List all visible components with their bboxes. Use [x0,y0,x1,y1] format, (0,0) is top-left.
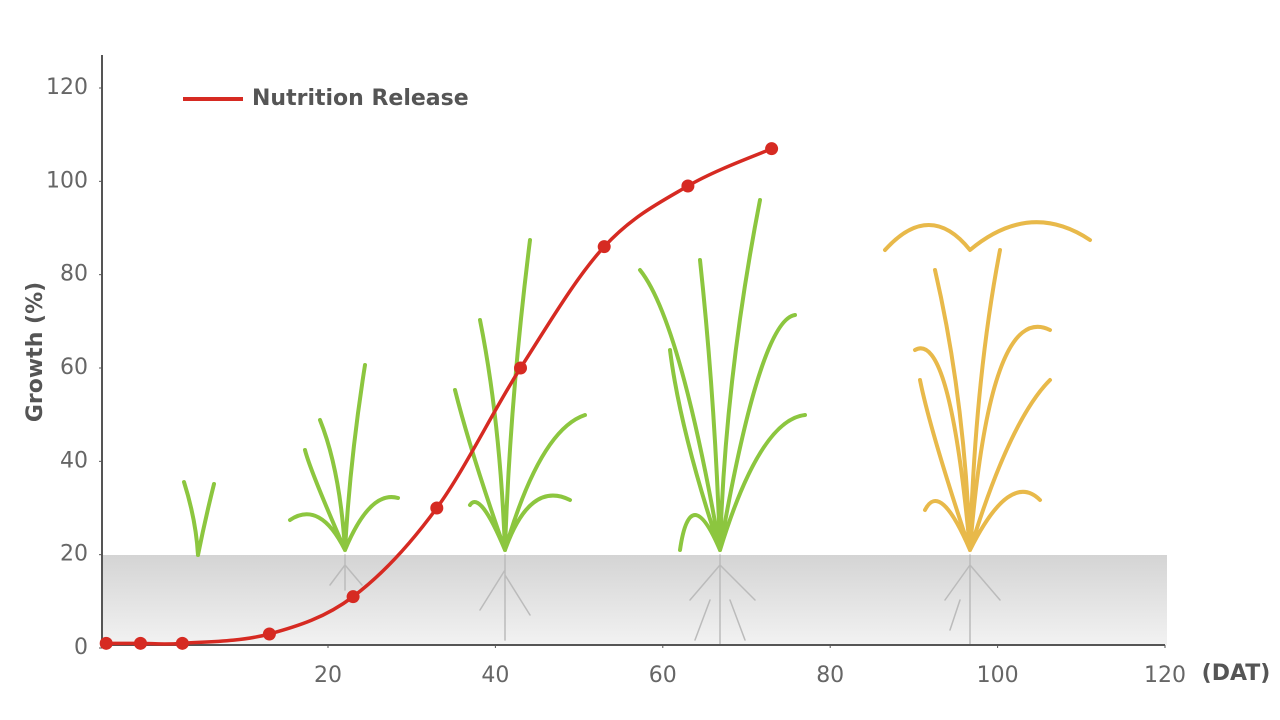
y-tick-label: 120 [46,75,88,100]
data-point [514,361,528,375]
y-axis-label: Growth (%) [23,282,48,422]
x-tick-label: 120 [1144,663,1186,688]
y-tick-label: 80 [60,262,88,287]
x-tick-label: 80 [816,663,844,688]
data-point [597,240,611,254]
x-tick-label: 100 [977,663,1019,688]
soil-band [102,555,1167,645]
data-point [175,636,189,650]
data-point [262,627,276,641]
data-point [430,501,444,515]
legend-label: Nutrition Release [252,86,469,111]
data-point [765,142,779,156]
y-tick-label: 60 [60,355,88,380]
plant-illustrations [182,198,1092,646]
x-tick-label: 40 [481,663,509,688]
y-tick-label: 20 [60,542,88,567]
x-axis-label: (DAT) [1202,661,1271,686]
x-tick-label: 60 [649,663,677,688]
data-point [346,590,360,604]
data-point [99,636,113,650]
data-point [134,636,148,650]
data-point [681,179,695,193]
y-tick-label: 100 [46,168,88,193]
y-tick-label: 40 [60,448,88,473]
y-tick-label: 0 [74,635,88,660]
x-tick-label: 20 [314,663,342,688]
